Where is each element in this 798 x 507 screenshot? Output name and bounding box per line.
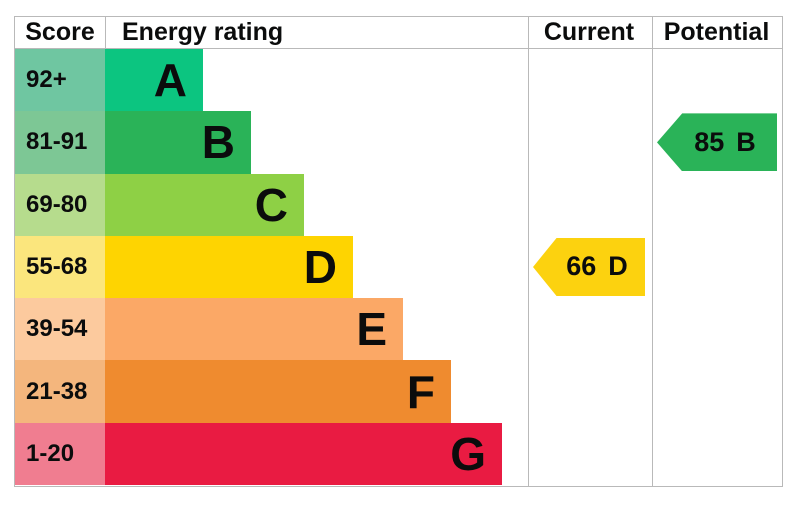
band-row-b: 81-91 B 85 B bbox=[15, 111, 782, 174]
rating-bar-f: F bbox=[105, 360, 451, 423]
current-grade: D bbox=[608, 251, 628, 282]
rating-bar-a: A bbox=[105, 49, 203, 112]
score-range: 1-20 bbox=[15, 422, 105, 485]
score-column-header: Score bbox=[25, 18, 95, 46]
score-range: 55-68 bbox=[15, 235, 105, 299]
potential-arrow: 85 B bbox=[657, 113, 777, 172]
rating-bar-b: B bbox=[105, 111, 251, 174]
band-row-a: 92+ A bbox=[15, 49, 782, 112]
potential-value: 85 bbox=[694, 126, 725, 157]
band-row-g: 1-20 G bbox=[15, 422, 782, 485]
current-arrow: 66 D bbox=[533, 237, 645, 296]
rating-bar-d: D bbox=[105, 235, 353, 299]
score-range: 69-80 bbox=[15, 173, 105, 236]
score-range: 92+ bbox=[15, 49, 105, 112]
potential-column-divider bbox=[652, 17, 653, 486]
band-row-c: 69-80 C bbox=[15, 173, 782, 236]
band-row-f: 21-38 F bbox=[15, 360, 782, 423]
rating-bar-g: G bbox=[105, 422, 502, 485]
header-row: Score Energy rating Current Potential bbox=[15, 17, 782, 49]
epc-rating-chart: Score Energy rating Current Potential 92… bbox=[14, 16, 783, 487]
current-value: 66 bbox=[566, 251, 597, 282]
current-column-divider bbox=[528, 17, 529, 486]
current-column-header: Current bbox=[543, 18, 635, 46]
energy-rating-column-header: Energy rating bbox=[105, 17, 527, 48]
band-row-d: 55-68 D 66 D bbox=[15, 235, 782, 299]
potential-column-header: Potential bbox=[663, 18, 770, 46]
band-row-e: 39-54 E bbox=[15, 298, 782, 361]
rating-bands: 92+ A 81-91 B 85 B 69-80 C 55-68 D 66 D … bbox=[15, 49, 782, 485]
score-range: 21-38 bbox=[15, 360, 105, 423]
rating-bar-e: E bbox=[105, 298, 403, 361]
score-range: 81-91 bbox=[15, 111, 105, 174]
score-range: 39-54 bbox=[15, 298, 105, 361]
potential-grade: B bbox=[736, 126, 756, 157]
rating-bar-c: C bbox=[105, 173, 304, 236]
